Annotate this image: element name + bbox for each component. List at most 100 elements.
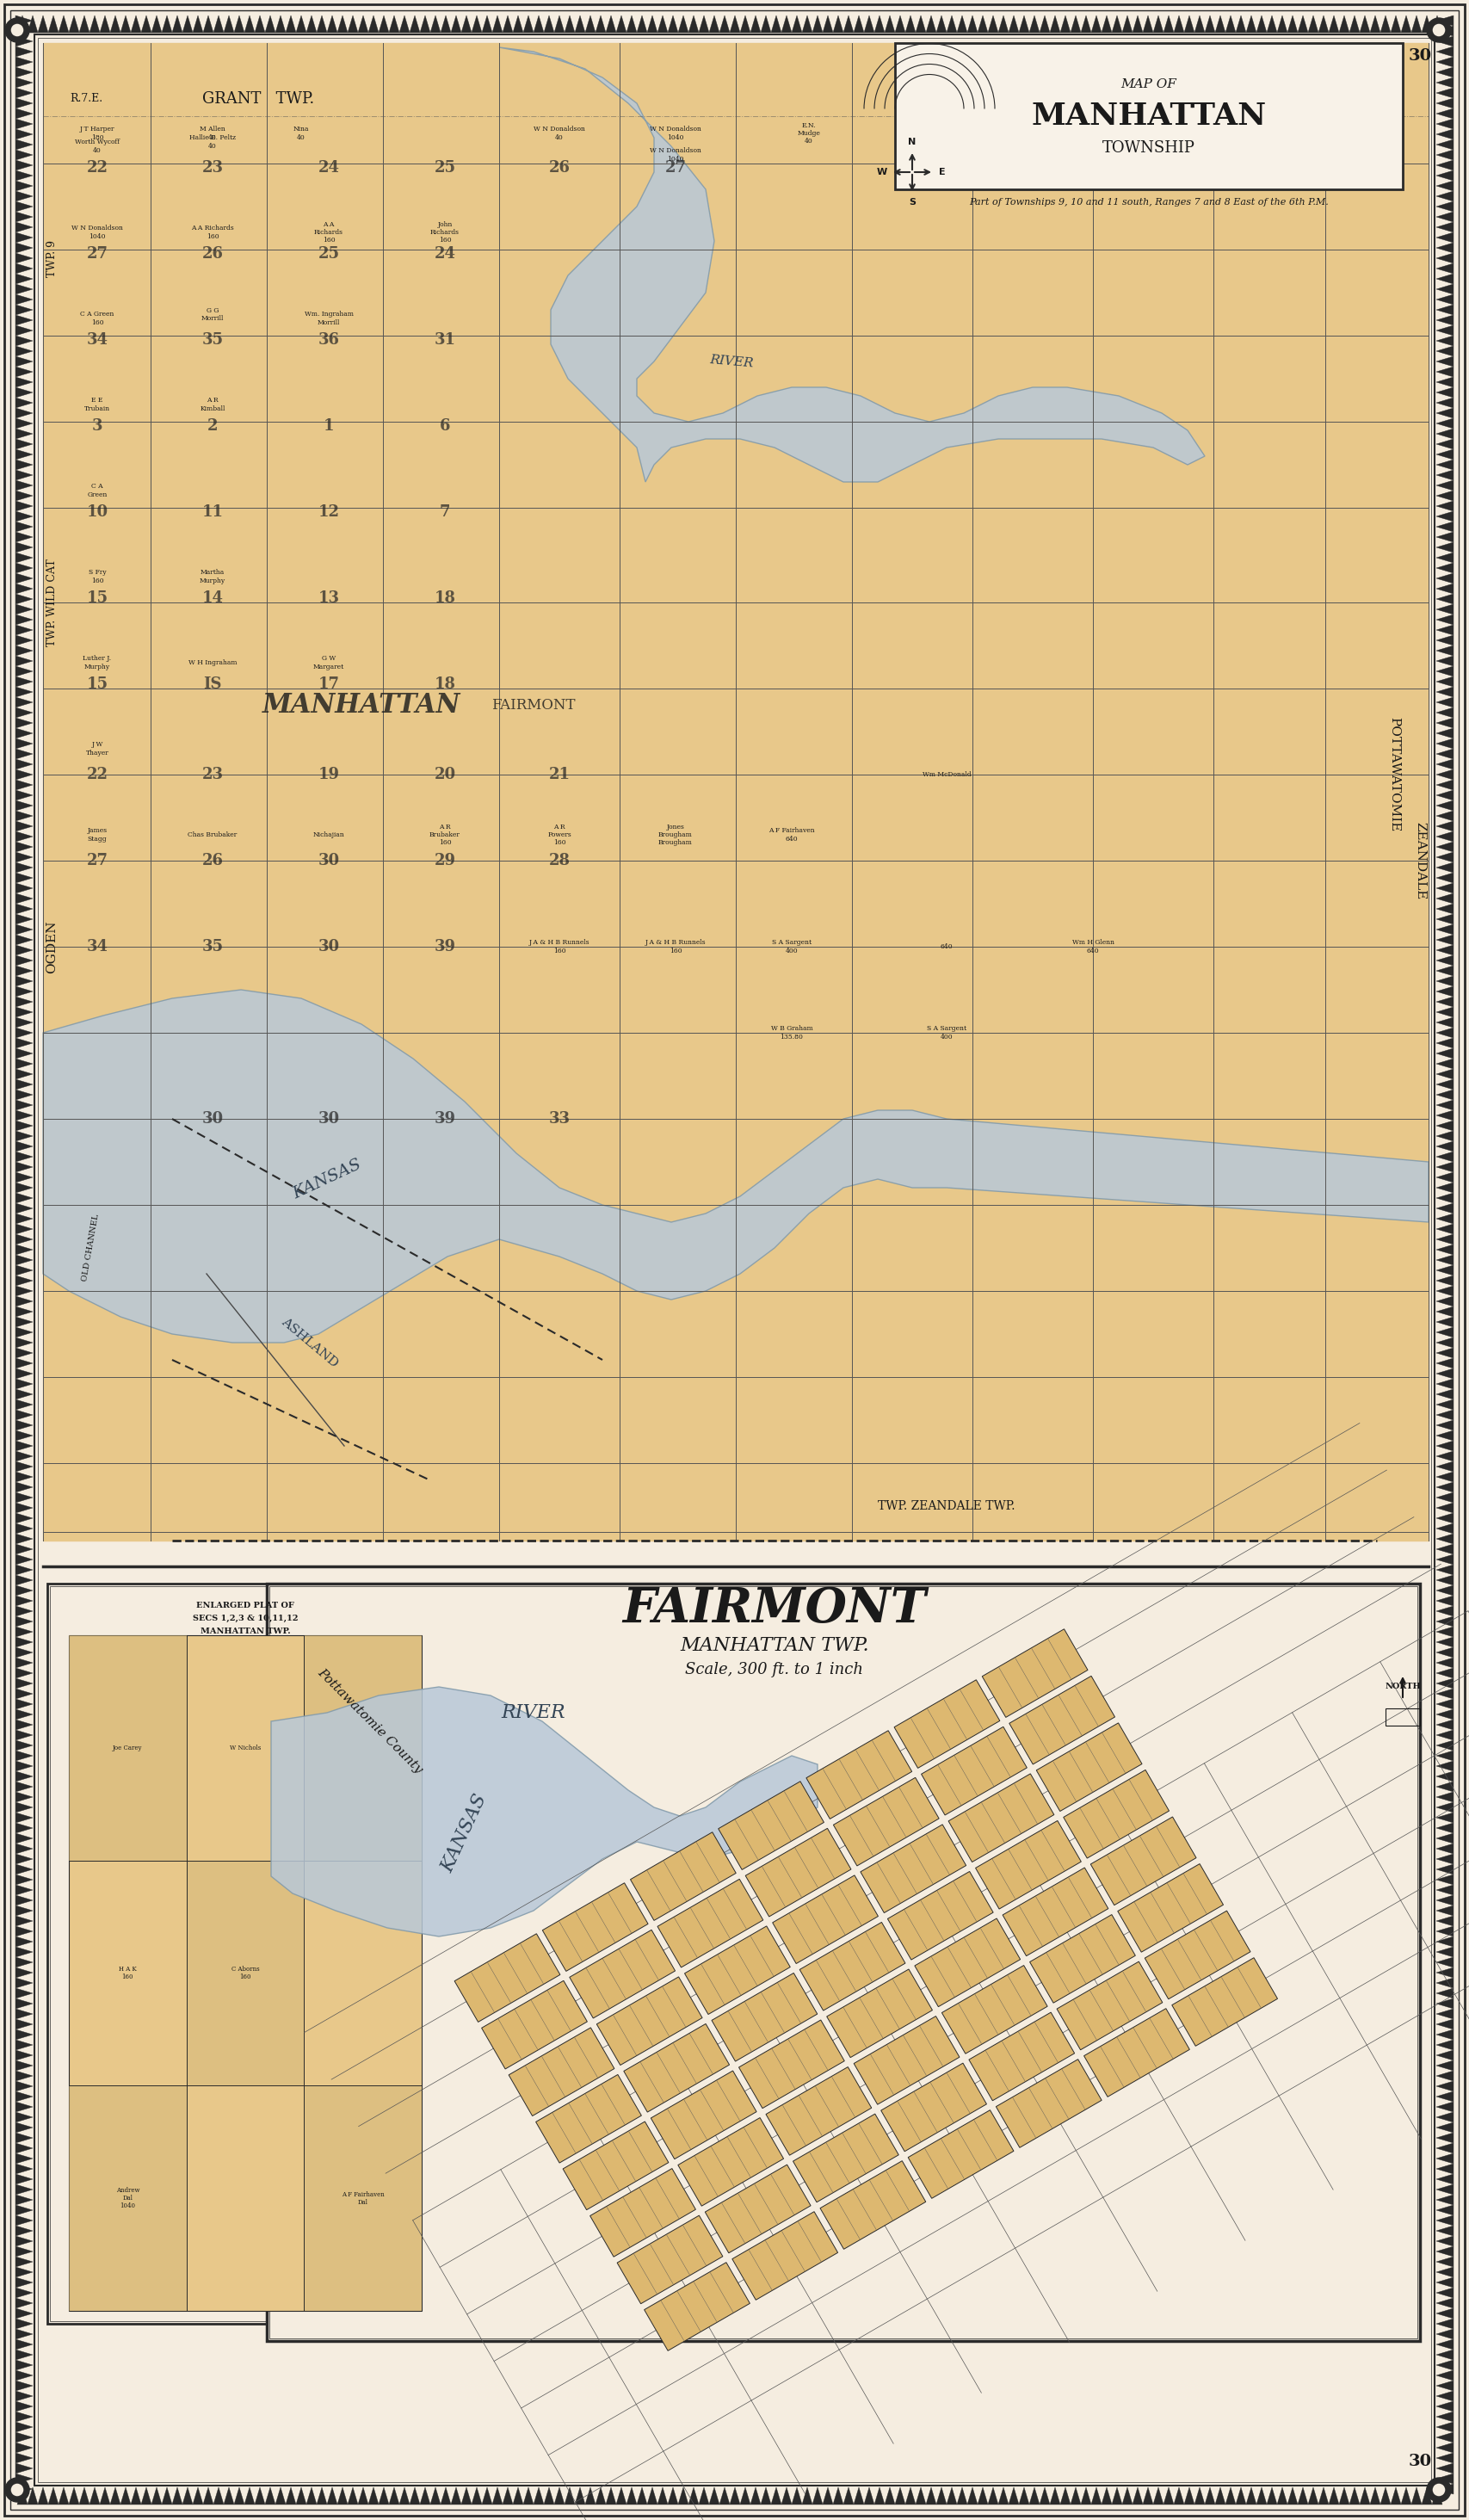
Polygon shape xyxy=(90,2487,100,2505)
Polygon shape xyxy=(1112,15,1122,33)
Polygon shape xyxy=(16,1358,32,1368)
Polygon shape xyxy=(16,905,32,915)
Polygon shape xyxy=(254,15,264,33)
Polygon shape xyxy=(338,15,348,33)
Polygon shape xyxy=(16,1038,32,1048)
Polygon shape xyxy=(16,2422,32,2432)
Polygon shape xyxy=(1437,1988,1453,1998)
Text: H A K
160: H A K 160 xyxy=(119,1966,137,1981)
Text: Luther J.
Murphy: Luther J. Murphy xyxy=(82,655,112,670)
Polygon shape xyxy=(1437,2462,1453,2475)
Text: 640: 640 xyxy=(940,942,953,950)
Polygon shape xyxy=(1437,895,1453,905)
Polygon shape xyxy=(16,2061,32,2071)
Polygon shape xyxy=(16,1089,32,1099)
Polygon shape xyxy=(705,2165,811,2253)
Polygon shape xyxy=(1401,15,1412,33)
Polygon shape xyxy=(1437,459,1453,469)
Polygon shape xyxy=(1153,2487,1163,2505)
Polygon shape xyxy=(461,15,472,33)
Polygon shape xyxy=(1437,708,1453,718)
Polygon shape xyxy=(833,2487,843,2505)
Polygon shape xyxy=(605,2487,616,2505)
Polygon shape xyxy=(1437,1295,1453,1305)
Polygon shape xyxy=(16,1658,32,1668)
Polygon shape xyxy=(508,2029,614,2117)
Polygon shape xyxy=(1266,15,1277,33)
Polygon shape xyxy=(595,15,605,33)
Polygon shape xyxy=(1194,15,1205,33)
Polygon shape xyxy=(1297,15,1307,33)
Polygon shape xyxy=(1437,2122,1453,2132)
Polygon shape xyxy=(16,925,32,935)
Polygon shape xyxy=(895,1681,1000,1769)
Polygon shape xyxy=(1437,595,1453,605)
Polygon shape xyxy=(16,1978,32,1988)
Text: 23: 23 xyxy=(201,766,223,781)
Polygon shape xyxy=(16,1162,32,1172)
Polygon shape xyxy=(502,2487,513,2505)
Polygon shape xyxy=(16,862,32,872)
Text: ZEANDALE: ZEANDALE xyxy=(1415,822,1426,900)
Polygon shape xyxy=(1437,171,1453,181)
Text: 39: 39 xyxy=(435,940,455,955)
Polygon shape xyxy=(1437,1172,1453,1182)
Polygon shape xyxy=(1329,2487,1340,2505)
Polygon shape xyxy=(563,2122,668,2210)
Polygon shape xyxy=(16,2475,32,2485)
Polygon shape xyxy=(1437,1028,1453,1038)
Text: 35: 35 xyxy=(201,940,223,955)
Polygon shape xyxy=(996,2059,1102,2147)
Polygon shape xyxy=(1371,2487,1381,2505)
Polygon shape xyxy=(1437,718,1453,728)
Polygon shape xyxy=(16,2298,32,2308)
Polygon shape xyxy=(1437,2318,1453,2328)
Polygon shape xyxy=(884,2487,895,2505)
Polygon shape xyxy=(626,15,638,33)
Polygon shape xyxy=(16,275,32,285)
Text: W N Donaldson
1040: W N Donaldson 1040 xyxy=(72,224,123,239)
Polygon shape xyxy=(16,801,32,811)
Polygon shape xyxy=(499,48,1205,481)
Polygon shape xyxy=(18,15,28,33)
Polygon shape xyxy=(272,1686,818,1935)
Polygon shape xyxy=(881,2064,987,2152)
Polygon shape xyxy=(1437,2298,1453,2308)
Polygon shape xyxy=(761,2487,771,2505)
Polygon shape xyxy=(16,418,32,428)
Polygon shape xyxy=(1184,2487,1194,2505)
Polygon shape xyxy=(942,1966,1047,2054)
Polygon shape xyxy=(730,2487,740,2505)
Polygon shape xyxy=(16,635,32,645)
Polygon shape xyxy=(1081,2487,1091,2505)
Polygon shape xyxy=(1437,512,1453,522)
Polygon shape xyxy=(348,15,358,33)
Polygon shape xyxy=(711,1973,817,2061)
Polygon shape xyxy=(151,2487,162,2505)
Polygon shape xyxy=(999,15,1009,33)
Polygon shape xyxy=(1050,15,1061,33)
Polygon shape xyxy=(1215,2487,1225,2505)
Polygon shape xyxy=(451,15,461,33)
Polygon shape xyxy=(977,15,989,33)
Polygon shape xyxy=(1153,15,1163,33)
Polygon shape xyxy=(1437,738,1453,748)
Text: James
Stagg: James Stagg xyxy=(87,827,107,842)
Polygon shape xyxy=(1350,15,1360,33)
Polygon shape xyxy=(523,15,533,33)
Text: 26: 26 xyxy=(201,247,223,262)
Polygon shape xyxy=(16,2185,32,2195)
Polygon shape xyxy=(699,2487,710,2505)
Polygon shape xyxy=(16,1111,32,1121)
Polygon shape xyxy=(338,2487,348,2505)
Polygon shape xyxy=(461,2487,472,2505)
Polygon shape xyxy=(1437,2051,1453,2061)
Text: A R
Powers
160: A R Powers 160 xyxy=(548,824,571,847)
Polygon shape xyxy=(16,2268,32,2278)
Polygon shape xyxy=(16,688,32,698)
Polygon shape xyxy=(1437,1885,1453,1895)
Polygon shape xyxy=(358,2487,369,2505)
Polygon shape xyxy=(16,232,32,242)
Polygon shape xyxy=(1437,2349,1453,2359)
Polygon shape xyxy=(16,1885,32,1895)
